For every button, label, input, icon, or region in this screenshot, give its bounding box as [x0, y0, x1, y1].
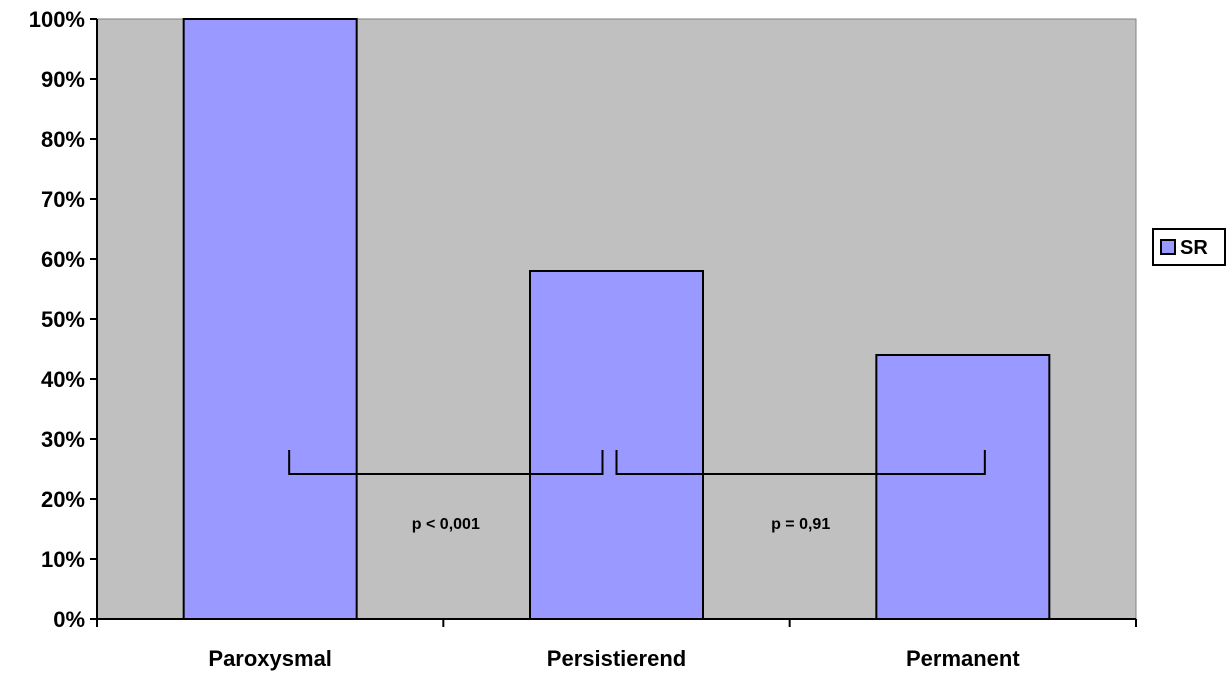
legend-swatch [1160, 239, 1176, 255]
bar-permanent [875, 354, 1051, 620]
p-value-label: p < 0,001 [412, 516, 480, 533]
axes-group: 0% 10% 20% 30% 40% 50% 60% 70% 80% 90% 100% Paroxys… [29, 7, 1137, 671]
bars-group [182, 18, 1051, 620]
x-category-label: Permanent [906, 646, 1020, 671]
legend-label: SR [1180, 237, 1208, 259]
y-tick-label: 100% [29, 7, 85, 32]
x-category-label: Persistierend [547, 646, 686, 671]
y-tick-label: 20% [41, 487, 85, 512]
y-tick-label: 0% [53, 607, 85, 632]
y-tick-label: 60% [41, 247, 85, 272]
y-tick-label: 70% [41, 187, 85, 212]
y-tick-label: 50% [41, 307, 85, 332]
significance-bracket-1: p < 0,001 [288, 450, 604, 533]
bracket-line [288, 450, 604, 475]
significance-annotations: p < 0,001 p = 0,91 [288, 450, 986, 533]
legend: SR [1152, 228, 1226, 266]
p-value-label: p = 0,91 [771, 516, 830, 533]
bracket-line [615, 450, 986, 475]
y-tick-label: 80% [41, 127, 85, 152]
bar-paroxysmal [182, 18, 358, 620]
x-category-label: Paroxysmal [208, 646, 332, 671]
y-tick-label: 40% [41, 367, 85, 392]
y-tick-label: 90% [41, 67, 85, 92]
y-tick-label: 10% [41, 547, 85, 572]
bar-persistierend [529, 270, 704, 620]
significance-bracket-2: p = 0,91 [615, 450, 986, 533]
y-tick-label: 30% [41, 427, 85, 452]
